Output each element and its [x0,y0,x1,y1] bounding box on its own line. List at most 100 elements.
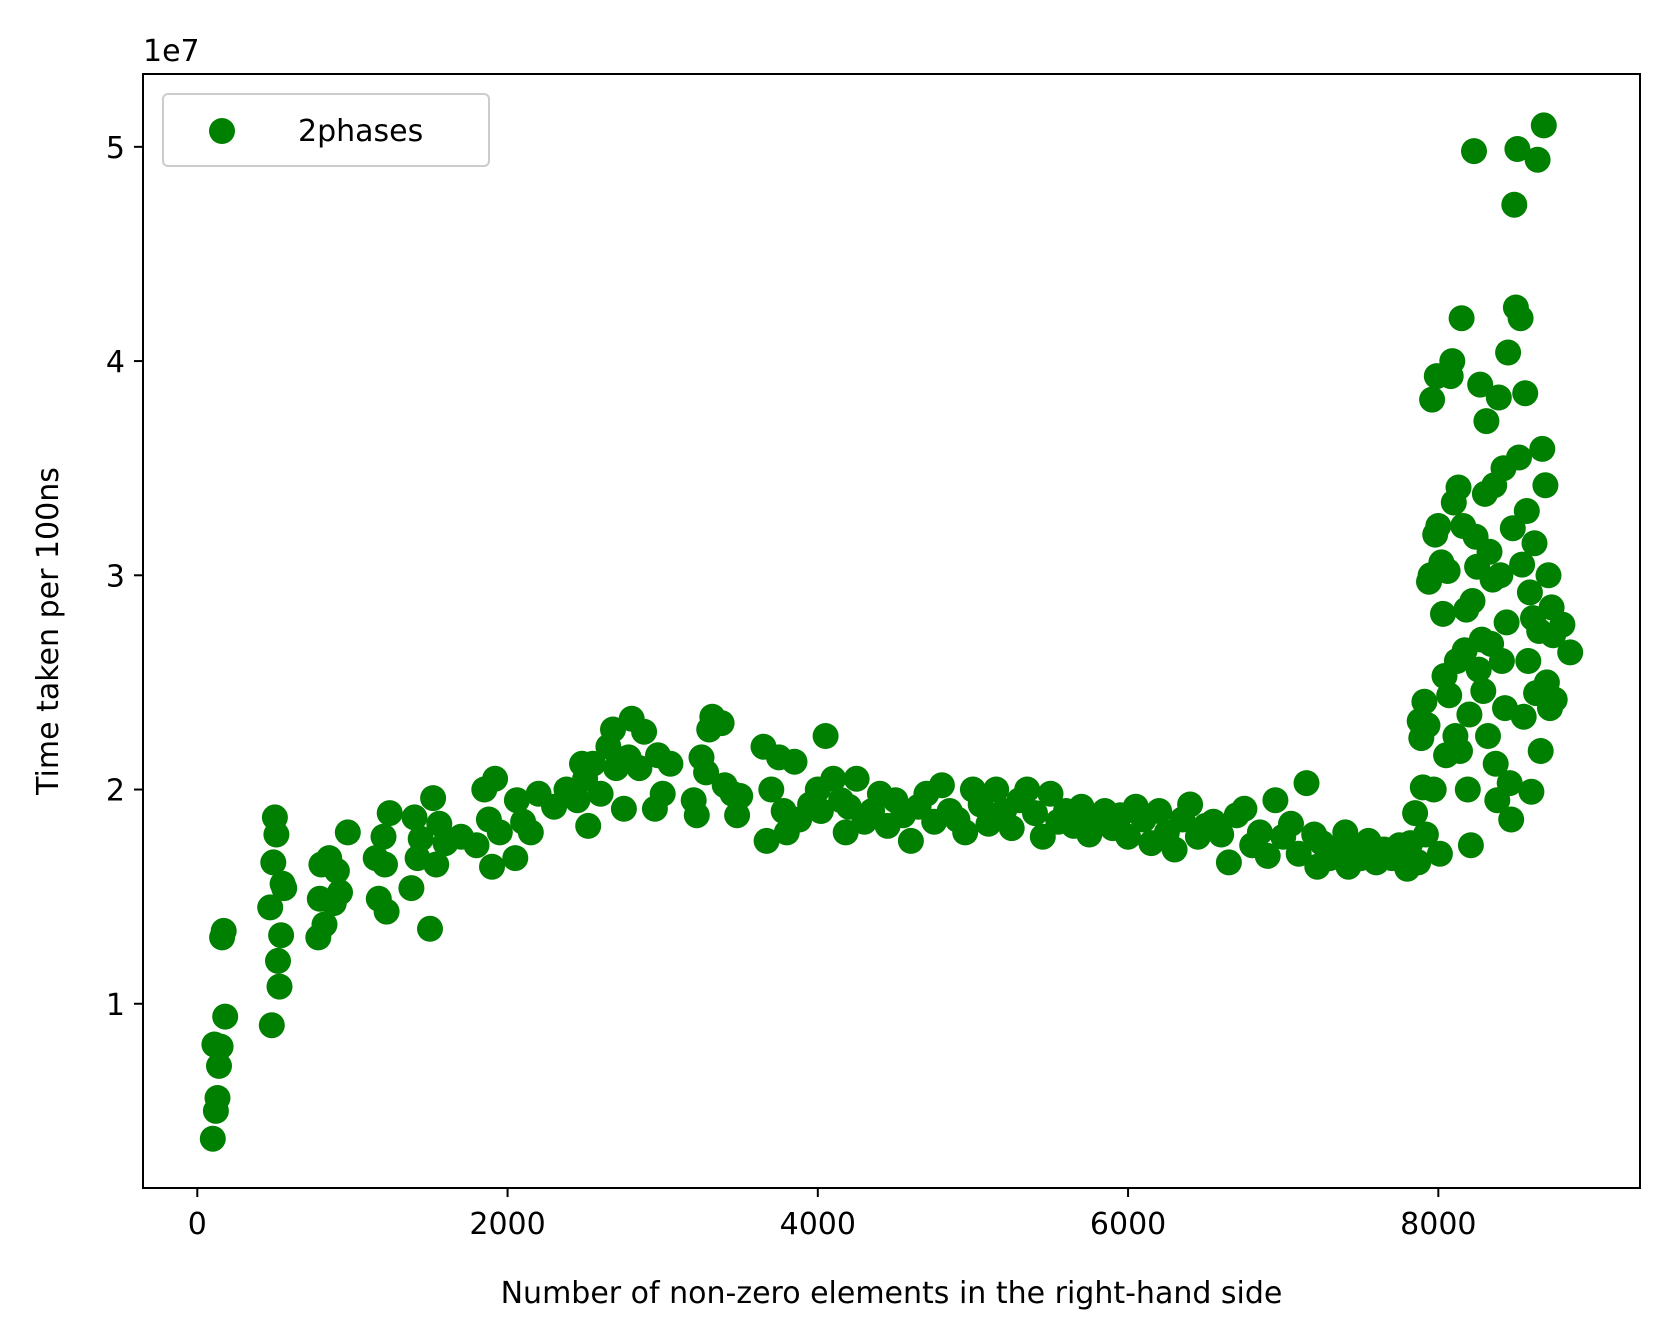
data-points [199,112,1584,1152]
data-point [1285,840,1312,867]
data-point [1231,795,1258,822]
data-point [1459,588,1486,614]
data-point [1476,538,1503,565]
data-point [649,780,676,807]
data-point [1037,780,1064,807]
data-point [1457,832,1484,859]
data-point [1496,770,1523,797]
data-point [210,917,237,944]
data-point [1022,800,1048,827]
data-point [998,815,1025,842]
data-point [1493,609,1520,636]
x-tick-label: 4000 [780,1207,856,1242]
data-point [263,821,290,848]
data-point [781,748,808,775]
data-point [1445,474,1472,501]
data-point [327,879,353,906]
data-point [1115,823,1142,850]
x-axis-title: Number of non-zero elements in the right… [501,1276,1283,1311]
data-point [482,765,509,792]
data-point [373,898,400,925]
data-point [843,765,870,792]
data-point [1278,810,1304,837]
data-point [1461,138,1487,165]
data-point [1456,701,1483,728]
data-point [271,875,298,902]
data-point [268,922,295,949]
data-point [1014,776,1041,803]
x-axis-ticks: 0 2000 4000 6000 8000 [188,1188,1477,1242]
data-point [1512,380,1539,407]
data-point [683,802,710,829]
data-point [1293,770,1320,797]
y-tick-label: 1 [106,988,125,1023]
data-point [199,1125,226,1152]
y-tick-label: 2 [106,774,125,809]
data-point [897,827,924,854]
data-point [1495,339,1522,366]
data-point [708,710,735,737]
plot-area-frame [142,73,1641,1189]
data-point [1405,849,1432,876]
data-point [1146,798,1173,824]
data-point [1509,551,1536,578]
data-point [724,802,751,829]
data-point [753,827,780,854]
data-point [206,1052,232,1079]
data-point [1529,435,1556,462]
data-point [1436,682,1463,709]
data-point [1499,515,1526,542]
x-tick-label: 6000 [1090,1207,1166,1242]
data-point [1557,639,1584,666]
data-point [983,776,1010,803]
data-point [212,1003,239,1030]
data-point [657,750,684,777]
data-point [1475,723,1501,749]
data-point [1518,778,1545,805]
data-point [1447,738,1473,764]
data-point [1430,600,1456,627]
data-point [1419,386,1446,413]
data-point [1535,562,1562,589]
data-point [758,776,785,803]
data-point [820,765,847,792]
data-point [727,783,754,809]
data-point [398,875,425,902]
data-point [1527,738,1554,764]
data-point [1549,611,1576,638]
data-point [807,798,834,824]
data-point [1488,648,1515,674]
data-point [1439,348,1466,375]
data-point [1485,384,1512,411]
data-point [1465,656,1492,683]
data-point [258,1012,285,1039]
data-point [1467,371,1494,398]
data-point [1262,787,1289,814]
data-point [420,785,447,812]
data-point [486,819,513,846]
data-point [1482,750,1509,777]
data-point [1412,821,1439,848]
x-tick-label: 0 [188,1207,207,1242]
data-point [479,853,505,880]
data-point [1516,579,1543,606]
data-point [1434,558,1461,584]
data-point [1521,530,1548,557]
y-tick-label: 5 [106,131,125,166]
data-point [1515,648,1542,674]
data-point [372,851,398,878]
data-point [334,819,361,846]
data-point [812,723,839,749]
y-axis-title: Time taken per 100ns [31,467,66,796]
data-point [1504,136,1531,162]
x-tick-label: 8000 [1400,1207,1476,1242]
data-point [1254,842,1281,869]
data-point [1208,821,1235,848]
data-point [463,832,490,859]
legend-box [162,93,490,167]
data-point [401,804,428,831]
data-point [928,772,955,799]
data-point [1498,806,1525,833]
data-point [610,795,637,822]
